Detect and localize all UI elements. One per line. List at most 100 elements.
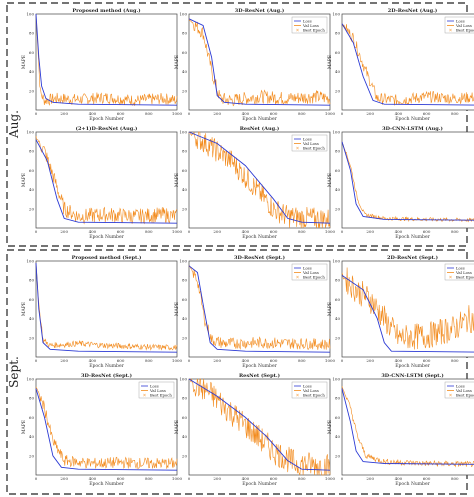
y-tick-label: 80 <box>335 278 341 283</box>
x-tick-label: 600 <box>270 476 278 481</box>
y-axis-label: MAPE <box>174 173 180 187</box>
chart-title: 3D-ResNet (Sept.) <box>81 372 132 379</box>
y-tick-label: 40 <box>29 316 35 321</box>
y-tick-label: 100 <box>179 130 187 135</box>
y-axis-label: MAPE <box>327 55 333 69</box>
panel-grid: Proposed method (Aug.)0 200 400 600 800 10002… <box>21 7 474 487</box>
chart-title: ResNet (Sept.) <box>239 372 280 379</box>
y-tick-label: 100 <box>179 12 187 17</box>
x-tick-label: 200 <box>60 476 68 481</box>
x-tick-label: 200 <box>366 476 374 481</box>
x-tick-label: 0 <box>188 476 191 481</box>
y-tick-label: 80 <box>335 396 341 401</box>
series-loss-line <box>35 388 178 471</box>
chart-title: Proposed method (Aug.) <box>72 7 140 14</box>
x-tick-label: 800 <box>298 476 306 481</box>
y-tick-label: 60 <box>182 415 188 420</box>
legend-label-loss: Loss <box>150 383 159 388</box>
legend-label-best_epoch: Best Epoch <box>456 393 474 398</box>
legend-label-loss: Loss <box>456 18 465 23</box>
chart-title: 3D-CNN-LSTM (Aug.) <box>382 125 443 132</box>
y-tick-label: 40 <box>335 316 341 321</box>
legend-label-loss: Loss <box>303 383 312 388</box>
chart-panel-0: Proposed method (Aug.) 0 200 400 600 800 1000 2… <box>21 7 183 122</box>
y-tick-label: 20 <box>182 453 188 458</box>
plot-area <box>35 131 178 229</box>
x-tick-label: 1000 <box>172 476 183 481</box>
x-tick-label: 200 <box>213 111 221 116</box>
x-tick-label: 400 <box>242 229 250 234</box>
legend-label-val_loss: Val Loss <box>455 23 472 28</box>
series-loss-line <box>35 262 178 353</box>
legend-marker-best-epoch: × <box>143 393 147 399</box>
chart-panel-10: ResNet (Sept.) 0 200 400 600 800 1000 20 40 60 80 1… <box>174 372 336 487</box>
section-label-aug: Aug. <box>7 110 21 139</box>
legend-label-val_loss: Val Loss <box>149 388 166 393</box>
y-tick-label: 20 <box>182 206 188 211</box>
x-axis-label: Epoch Number <box>395 116 430 122</box>
y-axis-label: MAPE <box>174 302 180 316</box>
y-tick-label: 60 <box>29 168 35 173</box>
x-tick-label: 0 <box>35 111 38 116</box>
x-axis-label: Epoch Number <box>89 481 124 487</box>
x-tick-label: 400 <box>89 229 97 234</box>
x-axis-label: Epoch Number <box>395 234 430 240</box>
series-loss-line <box>188 131 331 224</box>
y-tick-label: 40 <box>29 187 35 192</box>
y-tick-label: 40 <box>29 69 35 74</box>
x-tick-label: 800 <box>298 111 306 116</box>
legend-label-best_epoch: Best Epoch <box>150 393 172 398</box>
chart-panel-8: 2D-ResNet (Sept.) 0 200 400 600 800 1000 20 40 60… <box>327 254 474 369</box>
y-axis-label: MAPE <box>21 302 27 316</box>
x-tick-label: 0 <box>188 111 191 116</box>
x-tick-label: 600 <box>423 476 431 481</box>
x-tick-label: 600 <box>270 358 278 363</box>
y-tick-label: 20 <box>29 453 35 458</box>
legend-label-best_epoch: Best Epoch <box>456 28 474 33</box>
x-tick-label: 0 <box>35 358 38 363</box>
legend-label-loss: Loss <box>456 383 465 388</box>
series-val-loss-line <box>35 386 178 470</box>
x-axis-label: Epoch Number <box>89 234 124 240</box>
chart-title: Proposed method (Sept.) <box>72 254 142 261</box>
legend-marker-best-epoch: × <box>296 393 300 399</box>
y-tick-label: 20 <box>182 88 188 93</box>
x-tick-label: 400 <box>89 111 97 116</box>
chart-panel-4: ResNet (Aug.) 0 200 400 600 800 1000 20 40 60 80 10… <box>174 125 336 240</box>
x-tick-label: 0 <box>188 358 191 363</box>
series-val-loss-line <box>35 135 178 225</box>
y-axis-label: MAPE <box>174 55 180 69</box>
chart-title: ResNet (Aug.) <box>240 125 279 132</box>
x-tick-label: 0 <box>341 229 344 234</box>
y-tick-label: 100 <box>332 259 340 264</box>
chart-title: 3D-ResNet (Sept.) <box>234 254 285 261</box>
x-tick-label: 600 <box>117 111 125 116</box>
y-tick-label: 40 <box>335 187 341 192</box>
x-tick-label: 800 <box>145 358 153 363</box>
legend-label-best_epoch: Best Epoch <box>303 146 325 151</box>
y-tick-label: 20 <box>29 88 35 93</box>
x-tick-label: 600 <box>270 229 278 234</box>
legend-label-loss: Loss <box>303 18 312 23</box>
series-val-loss-line <box>188 265 331 351</box>
x-tick-label: 600 <box>423 358 431 363</box>
y-tick-label: 100 <box>179 259 187 264</box>
x-tick-label: 0 <box>341 111 344 116</box>
x-tick-label: 800 <box>145 229 153 234</box>
x-tick-label: 200 <box>213 358 221 363</box>
y-axis-label: MAPE <box>174 420 180 434</box>
y-tick-label: 100 <box>26 259 34 264</box>
x-tick-label: 400 <box>242 358 250 363</box>
y-tick-label: 60 <box>335 415 341 420</box>
series-val-loss-line <box>35 262 178 351</box>
x-tick-label: 1000 <box>172 229 183 234</box>
y-tick-label: 100 <box>26 130 34 135</box>
x-tick-label: 800 <box>451 229 459 234</box>
x-tick-label: 800 <box>451 111 459 116</box>
legend-label-best_epoch: Best Epoch <box>303 275 325 280</box>
y-tick-label: 60 <box>182 50 188 55</box>
y-tick-label: 100 <box>26 12 34 17</box>
series-loss-line <box>188 265 331 353</box>
x-tick-label: 400 <box>395 358 403 363</box>
series-loss-line <box>341 141 474 221</box>
